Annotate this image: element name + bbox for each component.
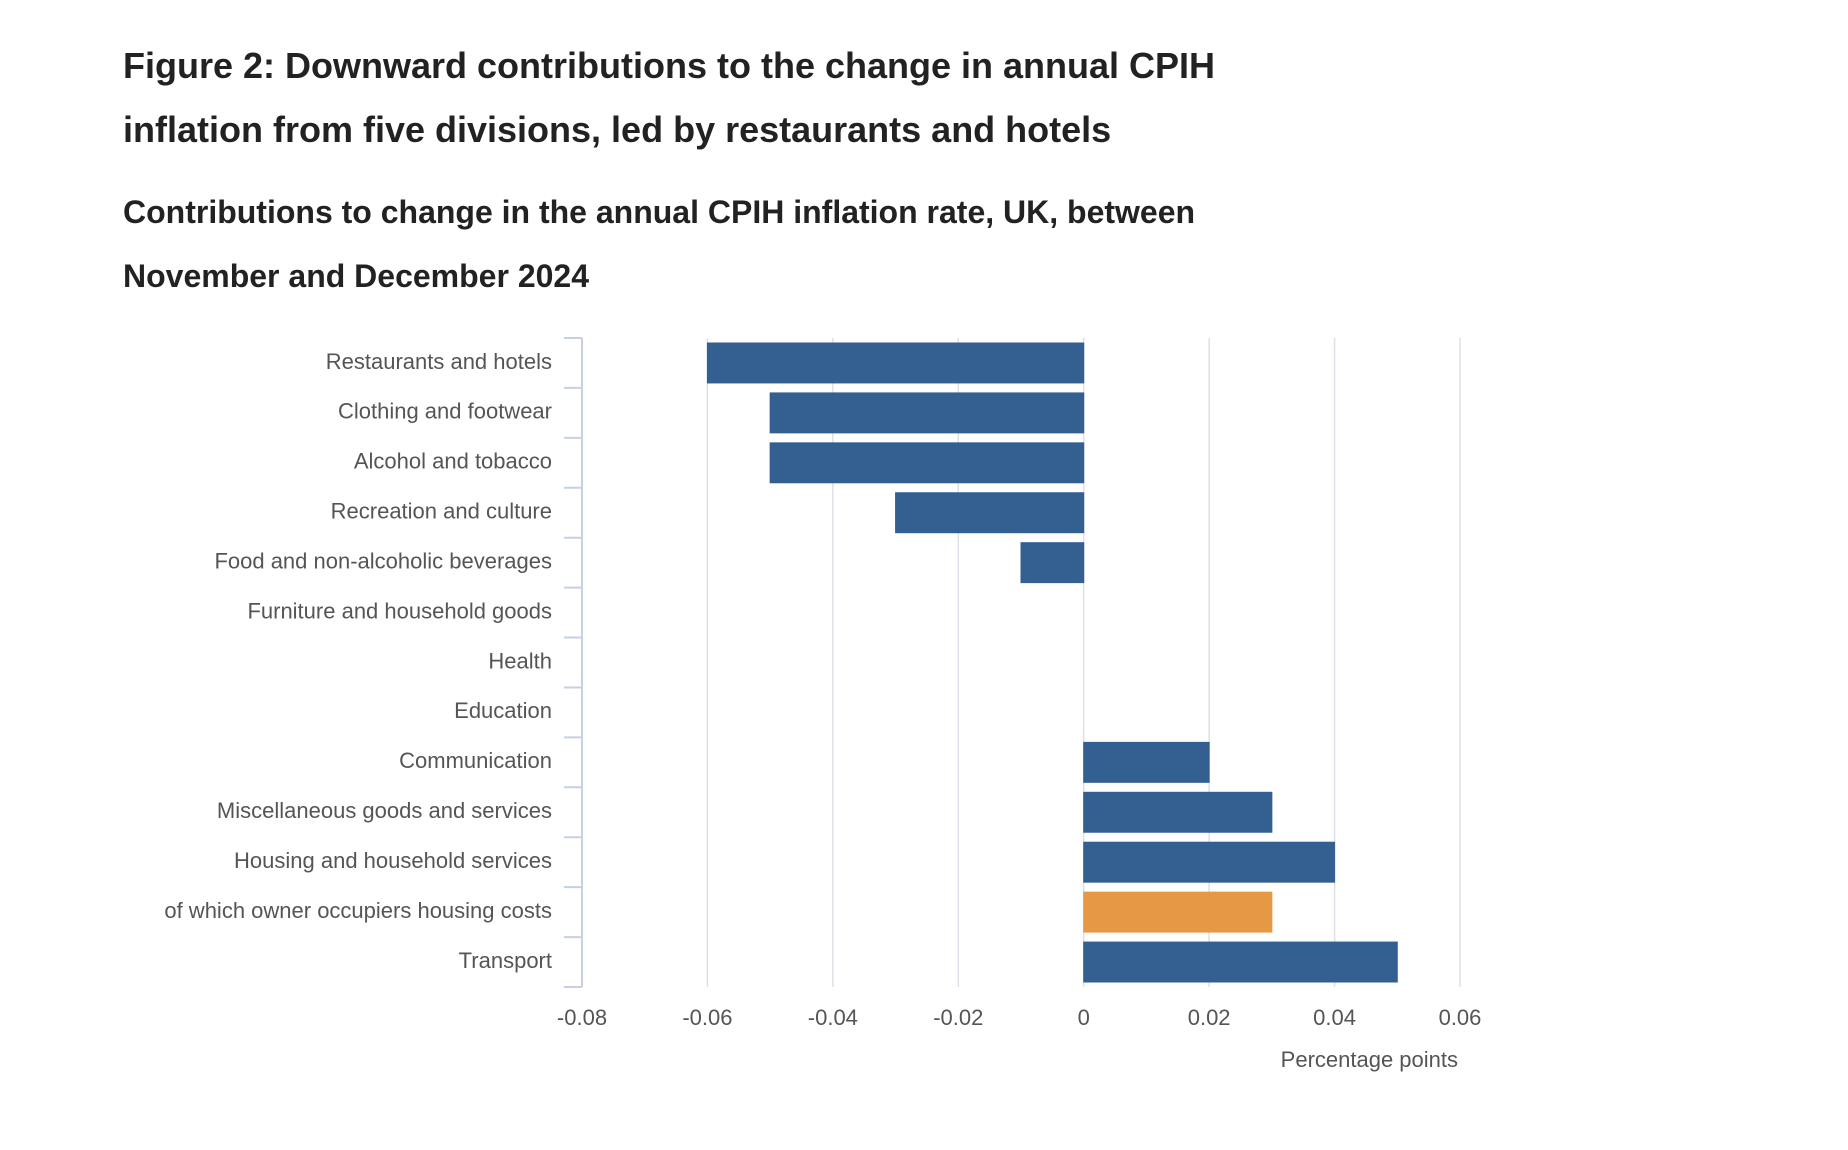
- y-tick-label: Recreation and culture: [331, 499, 552, 524]
- chart-title: Figure 2: Downward contributions to the …: [123, 45, 1216, 150]
- x-tick-label: 0: [1078, 1005, 1090, 1030]
- bar: [706, 342, 1085, 384]
- bar: [769, 392, 1085, 434]
- y-tick-label: Miscellaneous goods and services: [217, 798, 552, 823]
- y-tick-label: Food and non-alcoholic beverages: [214, 548, 552, 573]
- y-tick-label: Restaurants and hotels: [326, 349, 552, 374]
- bar: [1083, 741, 1210, 783]
- y-tick-label: Communication: [399, 748, 552, 773]
- x-tick-label: 0.02: [1188, 1005, 1231, 1030]
- y-tick-label: Transport: [459, 948, 552, 973]
- y-tick-label: of which owner occupiers housing costs: [164, 898, 552, 923]
- y-tick-label: Alcohol and tobacco: [354, 449, 552, 474]
- x-tick-label: -0.06: [682, 1005, 732, 1030]
- y-tick-label: Education: [454, 698, 552, 723]
- y-tick-label: Health: [488, 648, 552, 673]
- bar: [1020, 542, 1085, 584]
- x-tick-label: 0.04: [1313, 1005, 1356, 1030]
- bar: [895, 492, 1085, 534]
- x-axis-label: Percentage points: [1281, 1047, 1458, 1072]
- x-tick-label: 0.06: [1439, 1005, 1482, 1030]
- chart-subtitle: Contributions to change in the annual CP…: [123, 194, 1196, 294]
- bar: [1083, 941, 1398, 983]
- y-tick-label: Furniture and household goods: [247, 598, 552, 623]
- x-tick-label: -0.02: [933, 1005, 983, 1030]
- x-tick-label: -0.04: [808, 1005, 858, 1030]
- bar: [1083, 891, 1273, 933]
- y-tick-label: Housing and household services: [234, 848, 552, 873]
- bar: [1083, 841, 1336, 883]
- bar: [1083, 791, 1273, 833]
- x-tick-label: -0.08: [557, 1005, 607, 1030]
- bar: [769, 442, 1085, 484]
- y-tick-label: Clothing and footwear: [338, 399, 552, 424]
